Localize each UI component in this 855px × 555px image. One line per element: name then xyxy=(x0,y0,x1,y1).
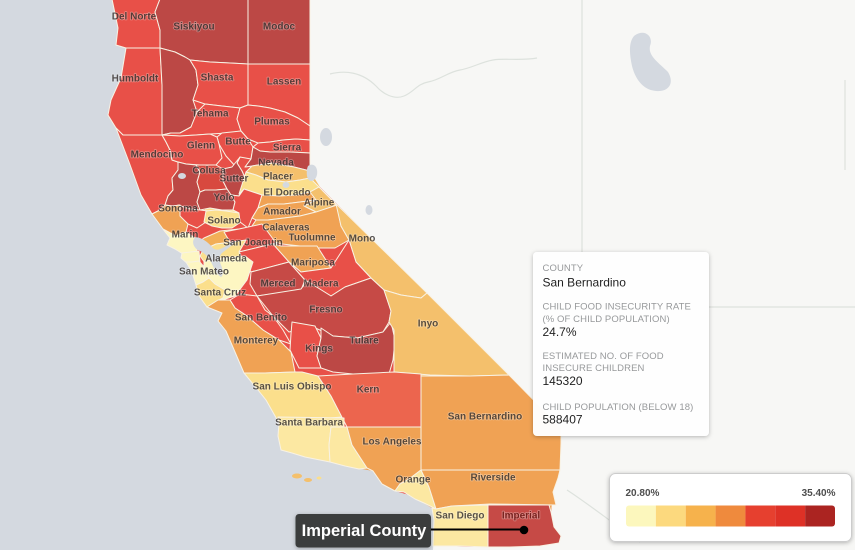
svg-text:24.7%: 24.7% xyxy=(543,325,577,339)
svg-text:35.40%: 35.40% xyxy=(802,488,836,499)
svg-text:Siskiyou: Siskiyou xyxy=(173,22,214,33)
svg-text:Calaveras: Calaveras xyxy=(262,223,310,234)
svg-text:Glenn: Glenn xyxy=(187,141,215,152)
svg-text:Placer: Placer xyxy=(263,172,293,183)
svg-text:Imperial: Imperial xyxy=(502,511,541,522)
svg-text:CHILD POPULATION (BELOW 18): CHILD POPULATION (BELOW 18) xyxy=(543,402,694,413)
svg-text:El Dorado: El Dorado xyxy=(263,188,310,199)
svg-text:(% OF CHILD POPULATION): (% OF CHILD POPULATION) xyxy=(543,314,670,325)
svg-text:Mariposa: Mariposa xyxy=(291,258,335,269)
svg-text:Kings: Kings xyxy=(305,344,333,355)
svg-text:Tuolumne: Tuolumne xyxy=(288,233,335,244)
svg-text:Alameda: Alameda xyxy=(205,254,247,265)
svg-text:588407: 588407 xyxy=(543,413,583,427)
svg-text:Plumas: Plumas xyxy=(254,117,290,128)
svg-text:Solano: Solano xyxy=(207,216,240,227)
svg-text:ESTIMATED NO. OF FOOD: ESTIMATED NO. OF FOOD xyxy=(543,351,664,362)
svg-text:Monterey: Monterey xyxy=(234,336,279,347)
svg-text:Santa Cruz: Santa Cruz xyxy=(194,288,246,299)
svg-text:Merced: Merced xyxy=(260,279,295,290)
svg-text:San Joaquin: San Joaquin xyxy=(223,238,282,249)
svg-text:Modoc: Modoc xyxy=(263,22,296,33)
svg-text:Tulare: Tulare xyxy=(349,336,379,347)
svg-text:INSECURE CHILDREN: INSECURE CHILDREN xyxy=(543,363,645,374)
svg-text:Mono: Mono xyxy=(349,234,376,245)
svg-text:San Bernardino: San Bernardino xyxy=(448,412,522,423)
svg-text:Tehama: Tehama xyxy=(191,109,228,120)
svg-text:Colusa: Colusa xyxy=(192,166,226,177)
svg-text:Lassen: Lassen xyxy=(267,77,301,88)
svg-text:COUNTY: COUNTY xyxy=(543,263,584,274)
svg-text:Sierra: Sierra xyxy=(273,143,302,154)
svg-text:20.80%: 20.80% xyxy=(626,488,660,499)
svg-text:Sutter: Sutter xyxy=(220,174,249,185)
svg-text:Santa Barbara: Santa Barbara xyxy=(275,418,343,429)
svg-text:Alpine: Alpine xyxy=(304,198,335,209)
svg-text:Butte: Butte xyxy=(225,137,251,148)
svg-text:Inyo: Inyo xyxy=(418,319,439,330)
svg-text:San Mateo: San Mateo xyxy=(179,267,229,278)
svg-text:Del Norte: Del Norte xyxy=(112,12,157,23)
svg-text:Imperial County: Imperial County xyxy=(302,522,428,540)
svg-text:Nevada: Nevada xyxy=(258,158,294,169)
svg-text:Orange: Orange xyxy=(395,475,430,486)
svg-text:San Bernardino: San Bernardino xyxy=(543,276,627,290)
svg-text:Shasta: Shasta xyxy=(201,73,234,84)
svg-text:145320: 145320 xyxy=(543,374,583,388)
svg-text:Los Angeles: Los Angeles xyxy=(362,437,422,448)
svg-text:Amador: Amador xyxy=(263,207,301,218)
svg-text:San Luis Obispo: San Luis Obispo xyxy=(253,382,332,393)
svg-text:Kern: Kern xyxy=(357,385,380,396)
svg-text:Humboldt: Humboldt xyxy=(112,74,159,85)
svg-text:San Benito: San Benito xyxy=(235,313,287,324)
svg-text:Fresno: Fresno xyxy=(309,305,342,316)
svg-text:San Diego: San Diego xyxy=(436,511,485,522)
svg-text:CHILD FOOD INSECURITY RATE: CHILD FOOD INSECURITY RATE xyxy=(543,302,691,313)
svg-text:Madera: Madera xyxy=(303,279,338,290)
svg-text:Sonoma: Sonoma xyxy=(158,204,198,215)
svg-text:Yolo: Yolo xyxy=(214,193,235,204)
svg-text:Riverside: Riverside xyxy=(470,473,515,484)
svg-text:Mendocino: Mendocino xyxy=(131,150,184,161)
svg-text:Marin: Marin xyxy=(172,230,199,241)
